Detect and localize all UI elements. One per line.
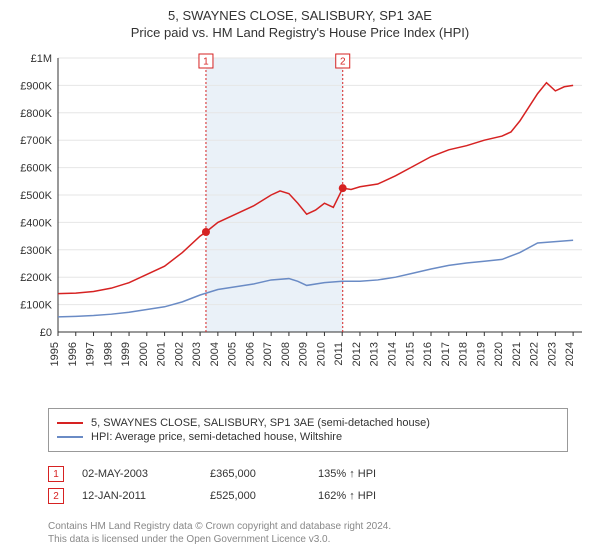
- x-tick-label: 2011: [333, 342, 345, 366]
- y-tick-label: £100K: [20, 300, 52, 312]
- title-address: 5, SWAYNES CLOSE, SALISBURY, SP1 3AE: [0, 8, 600, 23]
- x-tick-label: 1998: [102, 342, 114, 366]
- title-subtitle: Price paid vs. HM Land Registry's House …: [0, 25, 600, 40]
- x-tick-label: 2017: [440, 342, 452, 366]
- legend-label: HPI: Average price, semi-detached house,…: [91, 431, 342, 443]
- y-tick-label: £900K: [20, 80, 52, 92]
- chart-svg: £0 £100K £200K £300K £400K £500K £600K £700K £80…: [10, 50, 590, 400]
- x-tick-label: 1999: [120, 342, 132, 366]
- x-tick-label: 2000: [138, 342, 150, 366]
- y-tick-label: £0: [40, 327, 52, 339]
- sale-marker-box: 1: [48, 466, 64, 482]
- legend-item: 5, SWAYNES CLOSE, SALISBURY, SP1 3AE (se…: [57, 417, 559, 429]
- footer-line: This data is licensed under the Open Gov…: [48, 533, 578, 546]
- y-tick-label: £200K: [20, 272, 52, 284]
- x-tick-label: 2024: [564, 342, 576, 366]
- sale-num: 1: [203, 57, 209, 68]
- legend-swatch: [57, 422, 83, 424]
- legend: 5, SWAYNES CLOSE, SALISBURY, SP1 3AE (se…: [48, 408, 568, 452]
- y-tick-label: £800K: [20, 108, 52, 120]
- chart-container: 5, SWAYNES CLOSE, SALISBURY, SP1 3AE Pri…: [0, 0, 600, 560]
- x-tick-label: 2007: [262, 342, 274, 366]
- x-tick-label: 2022: [529, 342, 541, 366]
- sale-marker-num: 1: [53, 469, 59, 480]
- x-tick-label: 2003: [191, 342, 203, 366]
- x-tick-label: 2010: [315, 342, 327, 366]
- x-tick-label: 2023: [546, 342, 558, 366]
- sale-num: 2: [340, 57, 346, 68]
- sale-marker-num: 2: [53, 491, 59, 502]
- sale-dot: [202, 228, 210, 236]
- x-tick-label: 1996: [67, 342, 79, 366]
- sale-row: 1 02-MAY-2003 £365,000 135% ↑ HPI: [48, 466, 568, 482]
- footer: Contains HM Land Registry data © Crown c…: [48, 520, 578, 546]
- legend-item: HPI: Average price, semi-detached house,…: [57, 431, 559, 443]
- sale-row: 2 12-JAN-2011 £525,000 162% ↑ HPI: [48, 488, 568, 504]
- y-tick-label: £1M: [31, 53, 52, 65]
- y-tick-label: £300K: [20, 245, 52, 257]
- footer-line: Contains HM Land Registry data © Crown c…: [48, 520, 578, 533]
- x-tick-label: 2021: [511, 342, 523, 366]
- x-tick-label: 2009: [298, 342, 310, 366]
- x-tick-label: 2005: [227, 342, 239, 366]
- x-tick-label: 2004: [209, 342, 221, 366]
- y-tick-label: £500K: [20, 190, 52, 202]
- x-tick-label: 2012: [351, 342, 363, 366]
- sale-price: £525,000: [210, 490, 300, 502]
- sale-date: 12-JAN-2011: [82, 490, 192, 502]
- x-tick-label: 2019: [475, 342, 487, 366]
- sale-dot: [339, 184, 347, 192]
- sale-marker-box: 2: [48, 488, 64, 504]
- x-tick-label: 2013: [369, 342, 381, 366]
- x-tick-label: 1997: [85, 342, 97, 366]
- x-tick-label: 1995: [49, 342, 61, 366]
- sale-price: £365,000: [210, 468, 300, 480]
- x-tick-label: 2002: [173, 342, 185, 366]
- x-tick-label: 2020: [493, 342, 505, 366]
- sale-pct: 162% ↑ HPI: [318, 490, 438, 502]
- x-tick-label: 2016: [422, 342, 434, 366]
- x-tick-label: 2018: [458, 342, 470, 366]
- x-tick-label: 2008: [280, 342, 292, 366]
- y-tick-label: £700K: [20, 135, 52, 147]
- y-tick-label: £600K: [20, 163, 52, 175]
- x-tick-label: 2001: [156, 342, 168, 366]
- legend-swatch: [57, 436, 83, 438]
- x-tick-label: 2006: [244, 342, 256, 366]
- sale-pct: 135% ↑ HPI: [318, 468, 438, 480]
- x-tick-label: 2014: [386, 342, 398, 366]
- y-tick-label: £400K: [20, 217, 52, 229]
- x-tick-label: 2015: [404, 342, 416, 366]
- sale-date: 02-MAY-2003: [82, 468, 192, 480]
- chart-area: £0 £100K £200K £300K £400K £500K £600K £700K £80…: [10, 50, 590, 400]
- legend-label: 5, SWAYNES CLOSE, SALISBURY, SP1 3AE (se…: [91, 417, 430, 429]
- title-block: 5, SWAYNES CLOSE, SALISBURY, SP1 3AE Pri…: [0, 0, 600, 44]
- sales-table: 1 02-MAY-2003 £365,000 135% ↑ HPI 2 12-J…: [48, 460, 568, 510]
